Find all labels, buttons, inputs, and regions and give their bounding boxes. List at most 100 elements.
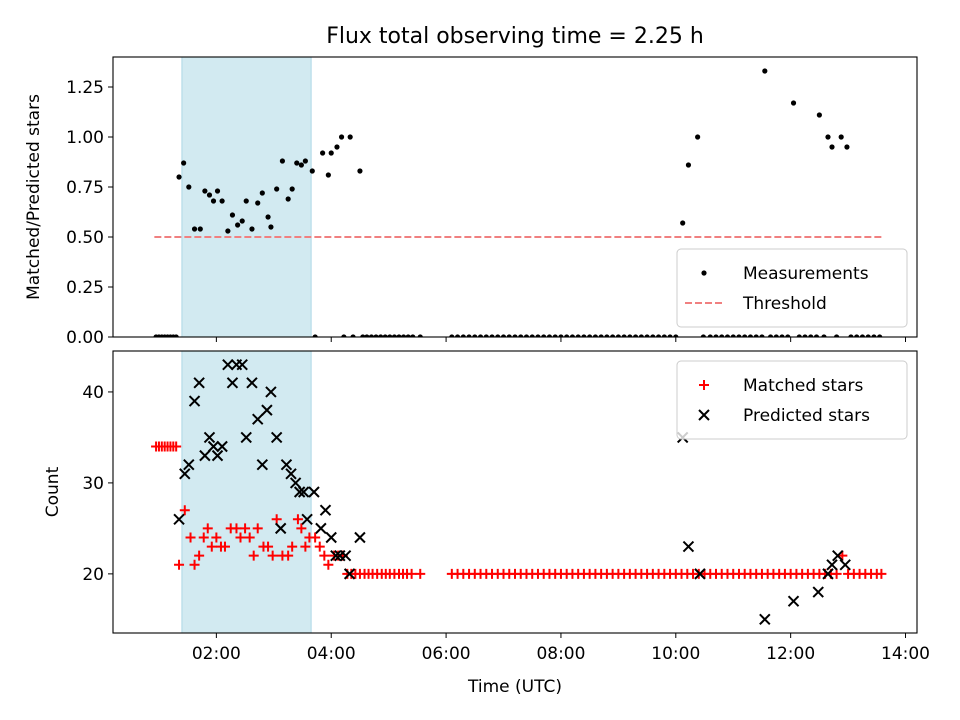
y-tick-label: 0.00	[66, 328, 104, 348]
y-tick-label: 0.75	[66, 178, 104, 198]
legend-marker	[699, 380, 709, 390]
data-point	[575, 334, 581, 337]
data-point	[193, 377, 205, 389]
data-point	[724, 334, 731, 337]
data-point	[598, 334, 604, 337]
data-point	[309, 168, 315, 174]
y-axis-label: Count	[43, 466, 63, 517]
data-point	[256, 459, 269, 471]
data-point	[325, 172, 331, 178]
data-point	[235, 222, 241, 228]
data-point	[415, 568, 426, 579]
data-point	[829, 144, 835, 150]
data-point	[310, 532, 321, 543]
figure-title: Flux total observing time = 2.25 h	[326, 24, 704, 49]
data-point	[319, 504, 332, 516]
data-point	[271, 514, 282, 525]
data-point	[825, 134, 831, 140]
data-point	[297, 486, 310, 498]
data-point	[183, 459, 195, 471]
legend-marker	[701, 270, 707, 276]
data-point	[650, 334, 656, 337]
data-point	[812, 586, 824, 598]
data-point	[391, 334, 397, 337]
data-point	[410, 334, 416, 337]
data-point	[274, 522, 287, 535]
axes-frame	[112, 350, 918, 634]
data-point	[203, 431, 216, 444]
data-point	[633, 334, 639, 337]
legend-label: Matched stars	[743, 376, 863, 396]
data-point	[695, 134, 701, 140]
data-point	[378, 334, 384, 337]
data-point	[859, 334, 866, 337]
data-point	[529, 334, 535, 337]
data-point	[249, 226, 255, 232]
data-point	[347, 134, 353, 140]
data-point	[252, 523, 263, 534]
data-point	[219, 198, 225, 204]
data-point	[838, 134, 844, 140]
data-point	[189, 559, 200, 570]
data-point	[382, 334, 388, 337]
data-point	[877, 334, 883, 337]
data-point	[171, 441, 182, 452]
legend: Matched stars Predicted stars	[676, 360, 908, 440]
data-point	[235, 532, 246, 543]
data-point	[506, 334, 512, 337]
data-point	[199, 449, 211, 462]
data-point	[719, 334, 725, 337]
data-point	[339, 549, 352, 562]
data-point	[231, 523, 242, 534]
y-tick-label: 0.25	[66, 278, 104, 298]
x-tick-label: 02:00	[192, 644, 241, 664]
data-point	[263, 541, 274, 552]
data-point	[191, 226, 198, 232]
data-point	[285, 468, 297, 480]
data-point	[638, 334, 644, 337]
data-point	[319, 550, 330, 561]
data-point	[186, 184, 192, 190]
data-point	[736, 334, 742, 337]
data-point	[832, 549, 844, 562]
y-tick-label: 1.25	[66, 78, 104, 98]
data-point	[773, 334, 779, 337]
data-point	[294, 160, 300, 166]
x-tick-label: 08:00	[536, 644, 585, 664]
data-point	[198, 532, 209, 543]
data-point	[292, 514, 303, 525]
data-point	[298, 162, 304, 168]
data-point	[592, 334, 598, 337]
axes-frame	[112, 56, 918, 338]
data-point	[500, 334, 507, 337]
data-point	[268, 224, 274, 230]
x-tick-label: 04:00	[307, 644, 356, 664]
data-point	[848, 334, 854, 337]
data-point	[796, 334, 802, 337]
data-point	[188, 395, 201, 407]
data-point	[564, 334, 570, 337]
data-point	[822, 568, 834, 580]
data-point	[844, 144, 850, 150]
data-point	[343, 568, 356, 580]
data-point	[240, 431, 252, 444]
data-point	[255, 200, 261, 206]
data-point	[261, 404, 273, 416]
data-point	[320, 150, 326, 156]
data-point	[360, 334, 366, 337]
x-tick-label: 14:00	[881, 644, 930, 664]
x-tick-label: 10:00	[651, 644, 700, 664]
data-point	[610, 334, 616, 337]
x-tick-label: 12:00	[766, 644, 815, 664]
data-point	[546, 334, 553, 337]
data-point	[211, 532, 222, 543]
legend-label: Threshold	[742, 294, 827, 314]
data-point	[876, 568, 887, 579]
data-point	[202, 188, 208, 194]
data-point	[541, 334, 547, 337]
data-point	[400, 334, 407, 337]
data-point	[246, 377, 258, 389]
data-point	[206, 192, 213, 198]
data-point	[210, 198, 217, 204]
data-point	[694, 568, 706, 580]
